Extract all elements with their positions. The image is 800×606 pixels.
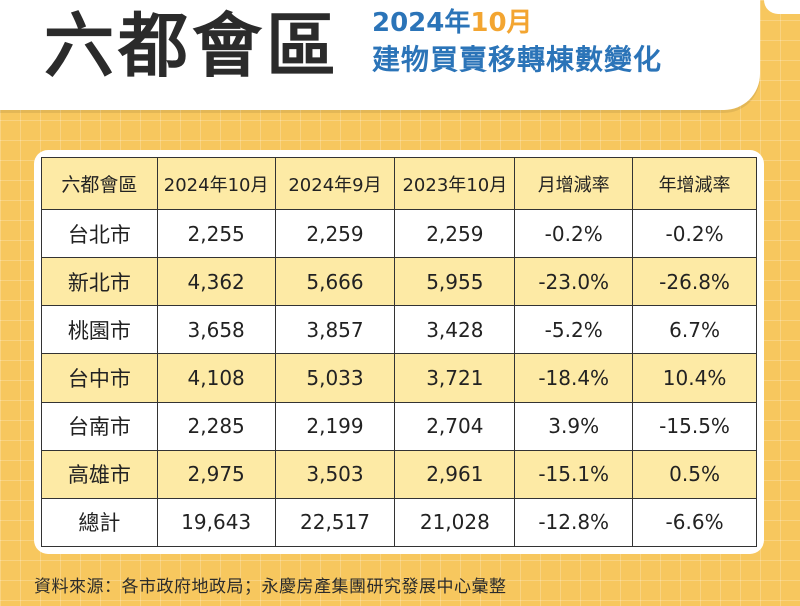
data-table: 六都會區 2024年10月 2024年9月 2023年10月 月增減率 年增減率… [41, 157, 757, 548]
table-cell: 3,503 [274, 449, 396, 499]
subtitle-description: 建物買賣移轉棟數變化 [372, 43, 663, 76]
column-header: 2024年10月 [156, 157, 276, 210]
table-row: 台北市 2,255 2,259 2,259 -0.2% -0.2% [41, 208, 757, 259]
table-cell: 10.4% [632, 353, 757, 403]
table-cell: 3,658 [156, 305, 276, 355]
table-row: 新北市 4,362 5,666 5,955 -23.0% -26.8% [41, 257, 757, 307]
table-cell: 21,028 [394, 497, 516, 548]
table-cell: 5,955 [394, 257, 516, 307]
column-header: 月增減率 [514, 157, 634, 210]
column-header: 六都會區 [41, 157, 158, 210]
table-cell: 新北市 [41, 257, 158, 307]
table-cell: -0.2% [632, 208, 757, 259]
table-cell: 2,975 [156, 449, 276, 499]
table-cell: -23.0% [514, 257, 634, 307]
table-cell: -6.6% [632, 497, 757, 548]
source-note: 資料來源：各市政府地政局；永慶房產集團研究發展中心彙整 [34, 577, 507, 597]
table-cell: 5,666 [274, 257, 396, 307]
table-cell: -0.2% [514, 208, 634, 259]
table-row: 台中市 4,108 5,033 3,721 -18.4% 10.4% [41, 353, 757, 403]
table-header-row: 六都會區 2024年10月 2024年9月 2023年10月 月增減率 年增減率 [41, 157, 757, 210]
table-row: 台南市 2,285 2,199 2,704 3.9% -15.5% [41, 401, 757, 451]
table-cell: 6.7% [632, 305, 757, 355]
table-cell: 桃園市 [41, 305, 158, 355]
table-cell: 3,428 [394, 305, 516, 355]
table-cell: 3,721 [394, 353, 516, 403]
table-cell: 2,259 [394, 208, 516, 259]
table-cell: 台中市 [41, 353, 158, 403]
table-cell: 2,255 [156, 208, 276, 259]
table-cell: 3.9% [514, 401, 634, 451]
table-cell: 台南市 [41, 401, 158, 451]
table-cell: 台北市 [41, 208, 158, 259]
table-cell: -15.5% [632, 401, 757, 451]
table-cell: 高雄市 [41, 449, 158, 499]
header-banner: 六都會區 2024年10月 建物買賣移轉棟數變化 [0, 0, 760, 110]
table-row: 桃園市 3,658 3,857 3,428 -5.2% 6.7% [41, 305, 757, 355]
table-cell: 2,704 [394, 401, 516, 451]
table-cell: 19,643 [156, 497, 276, 548]
table-cell: 3,857 [274, 305, 396, 355]
table-cell: 2,285 [156, 401, 276, 451]
page-subtitle: 2024年10月 建物買賣移轉棟數變化 [372, 6, 662, 80]
page-title: 六都會區 [44, 5, 340, 87]
table-cell: -5.2% [514, 305, 634, 355]
table-cell: -12.8% [514, 497, 634, 548]
data-table-card: 六都會區 2024年10月 2024年9月 2023年10月 月增減率 年增減率… [34, 150, 764, 554]
column-header: 2023年10月 [394, 157, 516, 210]
table-cell: 5,033 [274, 353, 396, 403]
table-cell: 4,362 [156, 257, 276, 307]
table-cell: 總計 [41, 497, 158, 548]
subtitle-date: 2024年10月 [372, 6, 662, 40]
column-header: 2024年9月 [274, 157, 396, 210]
table-cell: 2,961 [394, 449, 516, 499]
table-cell: -15.1% [514, 449, 634, 499]
table-cell: -26.8% [632, 257, 757, 307]
table-cell: 22,517 [274, 497, 396, 548]
table-cell: 2,199 [274, 401, 396, 451]
header-corner-decoration [764, 0, 800, 14]
table-cell: 2,259 [274, 208, 396, 259]
column-header: 年增減率 [632, 157, 757, 210]
table-cell: 0.5% [632, 449, 757, 499]
table-cell: 4,108 [156, 353, 276, 403]
table-total-row: 總計 19,643 22,517 21,028 -12.8% -6.6% [41, 497, 757, 548]
table-row: 高雄市 2,975 3,503 2,961 -15.1% 0.5% [41, 449, 757, 499]
table-cell: -18.4% [514, 353, 634, 403]
subtitle-month: 10月 [470, 8, 533, 38]
subtitle-year: 2024年 [372, 8, 471, 38]
